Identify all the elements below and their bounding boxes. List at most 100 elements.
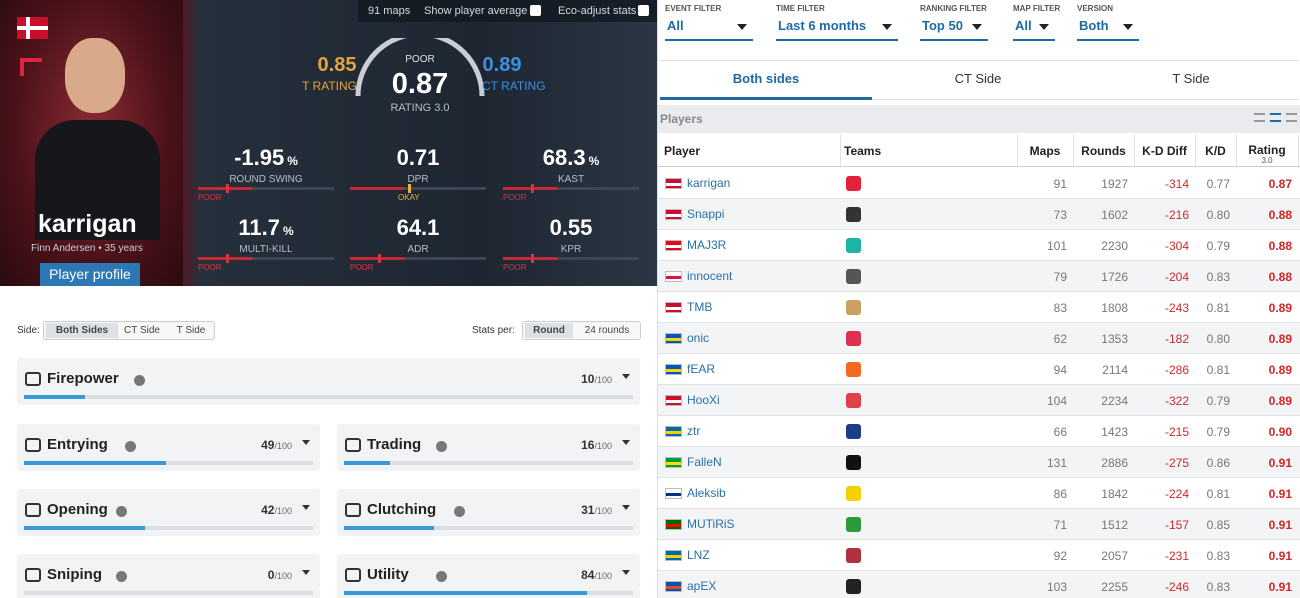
flag-cross-h <box>17 26 48 30</box>
stat-grade: POOR <box>503 263 527 272</box>
tab[interactable]: CT Side <box>954 71 1002 86</box>
tab[interactable]: T Side <box>1172 71 1210 86</box>
table-cell: 131 <box>1046 456 1067 470</box>
table-cell: 0.89 <box>1268 301 1292 315</box>
player-name-cell[interactable]: onic <box>687 331 710 345</box>
info-icon <box>134 375 145 386</box>
table-header <box>658 134 1300 167</box>
caret <box>1123 24 1133 30</box>
divider <box>657 0 658 598</box>
table-cell: 1353 <box>1101 332 1128 346</box>
filter-value: Top 50 <box>922 18 963 33</box>
table-cell: 0.83 <box>1206 580 1230 594</box>
table-row <box>658 385 1300 416</box>
player-name-cell[interactable]: LNZ <box>687 548 710 562</box>
column-header[interactable]: Rating <box>1248 143 1286 157</box>
player-name-cell[interactable]: apEX <box>687 579 717 593</box>
filter-dropdown[interactable]: Top 50 <box>920 16 988 41</box>
table-row <box>658 509 1300 540</box>
filter-dropdown[interactable]: Last 6 months <box>776 16 898 41</box>
top-bar-item[interactable]: Eco-adjust stats <box>558 5 637 17</box>
info-icon <box>454 506 465 517</box>
score-bar <box>24 461 166 465</box>
player-name-cell[interactable]: Snappi <box>687 207 725 221</box>
category-card[interactable]: Entrying 49/100 <box>17 424 320 471</box>
side-option[interactable]: T Side <box>176 325 206 336</box>
team-logo <box>846 176 861 191</box>
category-card[interactable]: Opening 42/100 <box>17 489 320 536</box>
table-cell: 62 <box>1053 332 1067 346</box>
table-cell: 2234 <box>1101 394 1128 408</box>
table-row <box>658 292 1300 323</box>
stat-value: 0.55 <box>503 215 639 241</box>
table-cell: 0.91 <box>1268 487 1292 501</box>
player-name-cell[interactable]: karrigan <box>687 176 731 190</box>
player-name-cell[interactable]: FalleN <box>687 455 722 469</box>
player-name-cell[interactable]: Aleksib <box>687 486 726 500</box>
team-logo <box>846 269 861 284</box>
table-cell: 1927 <box>1101 177 1128 191</box>
category-card[interactable]: Firepower 10/100 <box>17 358 640 405</box>
column-header[interactable]: K/D <box>1205 144 1226 158</box>
stat-grade: POOR <box>503 193 527 202</box>
table-cell: 2230 <box>1101 239 1128 253</box>
view-icon[interactable] <box>1270 113 1281 122</box>
category-title: Entrying <box>47 436 108 453</box>
column-header[interactable]: Rounds <box>1081 144 1126 158</box>
column-header[interactable]: Maps <box>1029 144 1061 158</box>
player-name-cell[interactable]: MAJ3R <box>687 238 727 252</box>
category-card[interactable]: Sniping 0/100 <box>17 554 320 598</box>
caret <box>302 440 310 445</box>
table-cell: -275 <box>1164 456 1189 470</box>
team-logo <box>846 486 861 501</box>
team-logo <box>846 331 861 346</box>
checkbox[interactable] <box>530 5 541 16</box>
table-row <box>658 199 1300 230</box>
filter-label: TIME FILTER <box>776 4 825 13</box>
category-card[interactable]: Trading 16/100 <box>337 424 640 471</box>
column-header[interactable]: K-D Diff <box>1142 144 1187 158</box>
rating-grade: POOR <box>405 54 435 65</box>
stat-value: -1.95% <box>198 145 334 171</box>
category-title: Trading <box>367 436 422 453</box>
view-icon[interactable] <box>1286 113 1297 122</box>
per-option[interactable]: 24 rounds <box>584 325 630 336</box>
player-name-cell[interactable]: MUTiRiS <box>687 517 735 531</box>
player-name-cell[interactable]: ztr <box>687 424 701 438</box>
flag-stripe <box>666 462 681 465</box>
top-bar-item[interactable]: Show player average <box>424 5 528 17</box>
team-logo <box>846 579 861 594</box>
side-option[interactable]: Both Sides <box>46 323 118 338</box>
player-name-cell[interactable]: TMB <box>687 300 713 314</box>
column-header[interactable]: Teams <box>844 144 882 158</box>
stat-number: 0.71 <box>396 145 440 170</box>
table-cell: 1726 <box>1101 270 1128 284</box>
profile-button[interactable]: Player profile <box>40 263 140 286</box>
player-name-cell[interactable]: innocent <box>687 269 733 283</box>
tab[interactable]: Both sides <box>660 60 872 100</box>
score-bar <box>24 395 85 399</box>
country-flag <box>665 178 682 189</box>
per-option[interactable]: Round <box>525 323 573 338</box>
stat-label: ADR <box>407 244 429 255</box>
checkbox[interactable] <box>638 5 649 16</box>
view-icon[interactable] <box>1254 113 1265 122</box>
category-card[interactable]: Clutching 31/100 <box>337 489 640 536</box>
table-cell: -224 <box>1164 487 1189 501</box>
table-cell: 1512 <box>1101 518 1128 532</box>
player-name-cell[interactable]: fEAR <box>687 362 716 376</box>
side-option[interactable]: CT Side <box>124 325 160 336</box>
column-header[interactable]: Player <box>664 144 701 158</box>
filter-dropdown[interactable]: All <box>665 16 753 41</box>
filter-dropdown[interactable]: All <box>1013 16 1055 41</box>
table-cell: 0.79 <box>1206 394 1230 408</box>
gauge-arc <box>355 38 485 97</box>
category-title: Sniping <box>47 566 102 583</box>
filter-label: EVENT FILTER <box>665 4 722 13</box>
filter-dropdown[interactable]: Both <box>1077 16 1139 41</box>
player-name-cell[interactable]: HooXi <box>687 393 720 407</box>
category-card[interactable]: Utility 84/100 <box>337 554 640 598</box>
stat-value: 0.71 <box>350 145 486 171</box>
stat-bar-marker <box>226 254 229 263</box>
